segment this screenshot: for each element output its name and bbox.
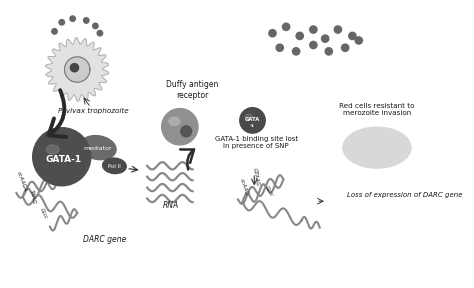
Text: ccAAGA: ccAAGA <box>16 170 28 192</box>
Text: RNA: RNA <box>163 200 179 210</box>
Circle shape <box>334 26 341 33</box>
Text: GATA: GATA <box>245 117 260 122</box>
Ellipse shape <box>103 158 126 174</box>
Circle shape <box>97 31 103 36</box>
Circle shape <box>33 128 91 186</box>
Text: DARC gene: DARC gene <box>83 235 126 244</box>
Text: Pol II: Pol II <box>108 164 121 169</box>
Circle shape <box>310 41 317 49</box>
Text: Loss of expression of DARC gene: Loss of expression of DARC gene <box>347 192 463 198</box>
Circle shape <box>283 23 290 31</box>
Circle shape <box>310 26 317 33</box>
Circle shape <box>355 37 363 44</box>
Text: GATA-1 binding site lost
in presence of SNP: GATA-1 binding site lost in presence of … <box>215 136 298 149</box>
Circle shape <box>181 126 191 137</box>
Text: P. vivax trophozoite: P. vivax trophozoite <box>58 108 129 114</box>
Circle shape <box>59 20 64 25</box>
Ellipse shape <box>169 117 180 125</box>
Text: Duffy antigen
receptor: Duffy antigen receptor <box>166 80 219 100</box>
Ellipse shape <box>343 127 411 168</box>
Circle shape <box>276 44 283 51</box>
Ellipse shape <box>46 145 59 154</box>
Text: mediator: mediator <box>84 146 112 151</box>
Circle shape <box>162 109 198 145</box>
Circle shape <box>341 44 349 51</box>
Circle shape <box>349 32 356 39</box>
Text: GATA-1: GATA-1 <box>46 155 82 164</box>
Circle shape <box>70 16 75 21</box>
Text: TAAG: TAAG <box>29 190 36 205</box>
Ellipse shape <box>245 114 253 120</box>
Text: -1: -1 <box>250 124 255 128</box>
Polygon shape <box>46 38 109 101</box>
Circle shape <box>240 108 265 133</box>
Text: GTAAG: GTAAG <box>252 167 260 187</box>
Circle shape <box>83 18 89 23</box>
Text: ccAAG: ccAAG <box>238 177 248 196</box>
Text: Gccc: Gccc <box>39 207 48 219</box>
Circle shape <box>52 29 57 34</box>
Circle shape <box>292 48 300 55</box>
Text: Gccc: Gccc <box>264 185 274 198</box>
Circle shape <box>71 64 79 72</box>
Circle shape <box>296 32 303 39</box>
Circle shape <box>92 23 98 29</box>
Text: Red cells resistant to
merozoite invasion: Red cells resistant to merozoite invasio… <box>339 103 415 116</box>
Circle shape <box>269 30 276 37</box>
Circle shape <box>321 35 329 42</box>
Circle shape <box>325 48 332 55</box>
Polygon shape <box>64 57 90 82</box>
Ellipse shape <box>80 136 116 160</box>
